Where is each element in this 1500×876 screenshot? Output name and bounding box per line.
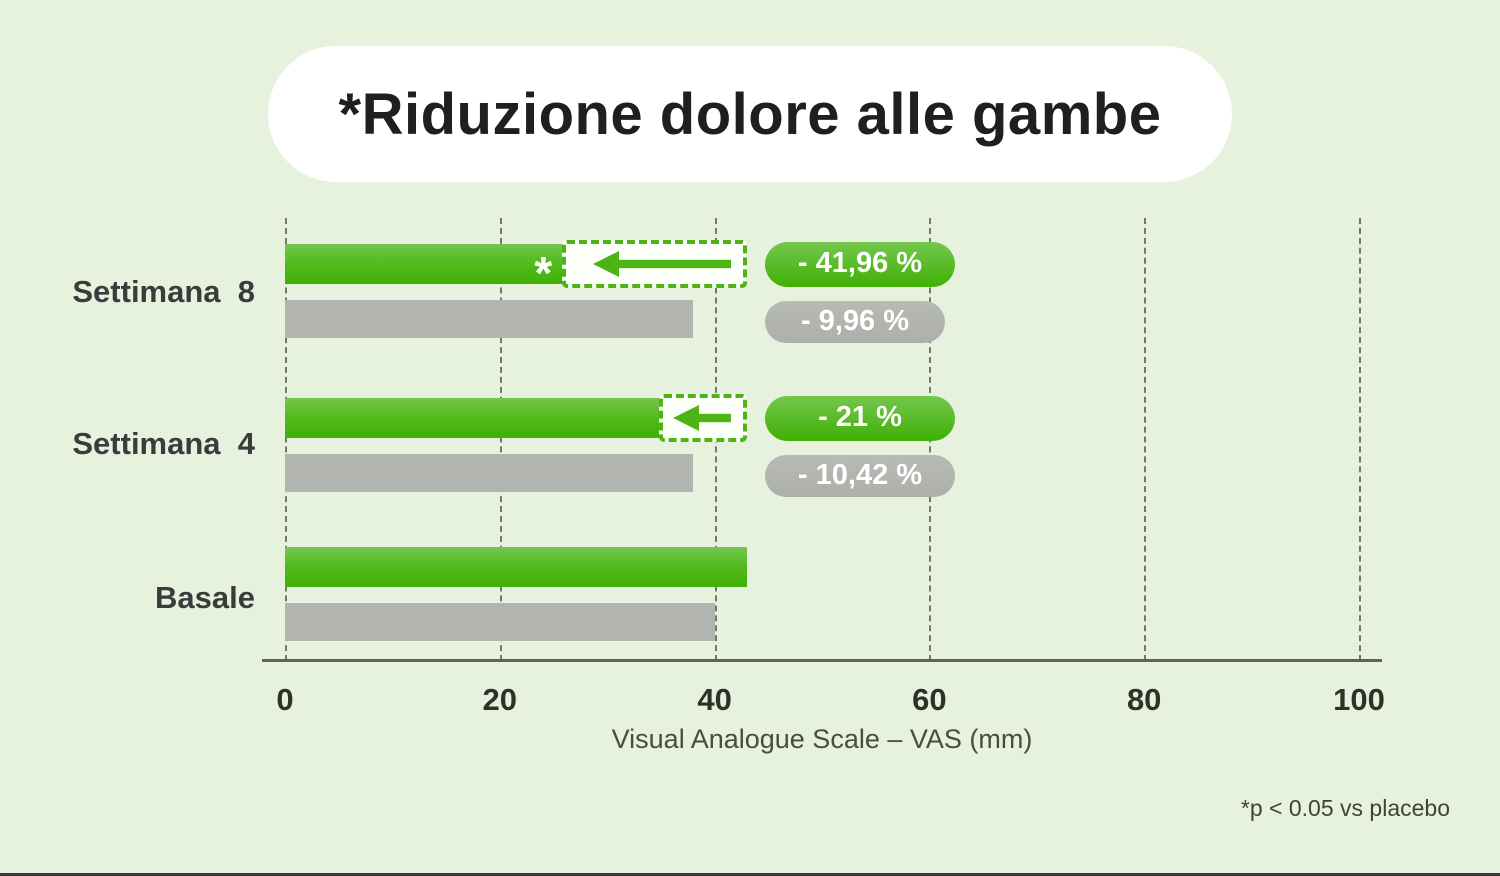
gridline-100 xyxy=(1359,218,1361,661)
green-bar xyxy=(285,398,661,438)
gray-reduction-badge: - 9,96 % xyxy=(765,301,945,343)
gray-reduction-badge: - 10,42 % xyxy=(765,455,955,497)
category-label: Basale xyxy=(155,580,255,615)
left-arrow-icon xyxy=(592,248,733,280)
left-arrow-icon xyxy=(672,402,733,434)
x-tick-label: 100 xyxy=(1333,682,1385,717)
gray-bar xyxy=(285,454,694,492)
significance-footnote: *p < 0.05 vs placebo xyxy=(1240,795,1450,821)
x-tick-label: 60 xyxy=(912,682,947,717)
gray-bar xyxy=(285,300,694,338)
category-label: Settimana 4 xyxy=(72,426,255,461)
chart-title: *Riduzione dolore alle gambe xyxy=(338,81,1162,147)
green-bar xyxy=(285,547,747,587)
reduction-dashed-box xyxy=(562,240,747,288)
x-tick-label: 40 xyxy=(697,682,732,717)
x-tick-label: 80 xyxy=(1126,682,1162,717)
green-reduction-badge: - 41,96 % xyxy=(765,242,955,287)
plot-area: * - 41,96 % - 9,96 % - 21 % - 10,42 % xyxy=(285,218,1361,661)
significance-star: * xyxy=(534,247,553,300)
green-reduction-badge: - 21 % xyxy=(765,396,955,441)
category-label: Settimana 8 xyxy=(72,274,255,309)
gridline-80 xyxy=(1144,218,1147,661)
x-tick-label: 0 xyxy=(276,682,294,717)
bottom-edge-line xyxy=(0,873,1500,876)
x-tick-label: 20 xyxy=(482,682,518,717)
x-axis-line xyxy=(262,659,1382,662)
green-bar: * xyxy=(285,244,565,296)
gridline-20 xyxy=(499,218,502,661)
gridline-0 xyxy=(285,218,287,661)
gray-bar xyxy=(285,603,715,641)
x-axis-ticks: 0 20 40 60 80 100 xyxy=(0,682,1500,722)
x-axis-title: Visual Analogue Scale – VAS (mm) xyxy=(611,724,1033,754)
title-pill: *Riduzione dolore alle gambe xyxy=(268,46,1232,182)
reduction-dashed-box xyxy=(658,394,747,442)
